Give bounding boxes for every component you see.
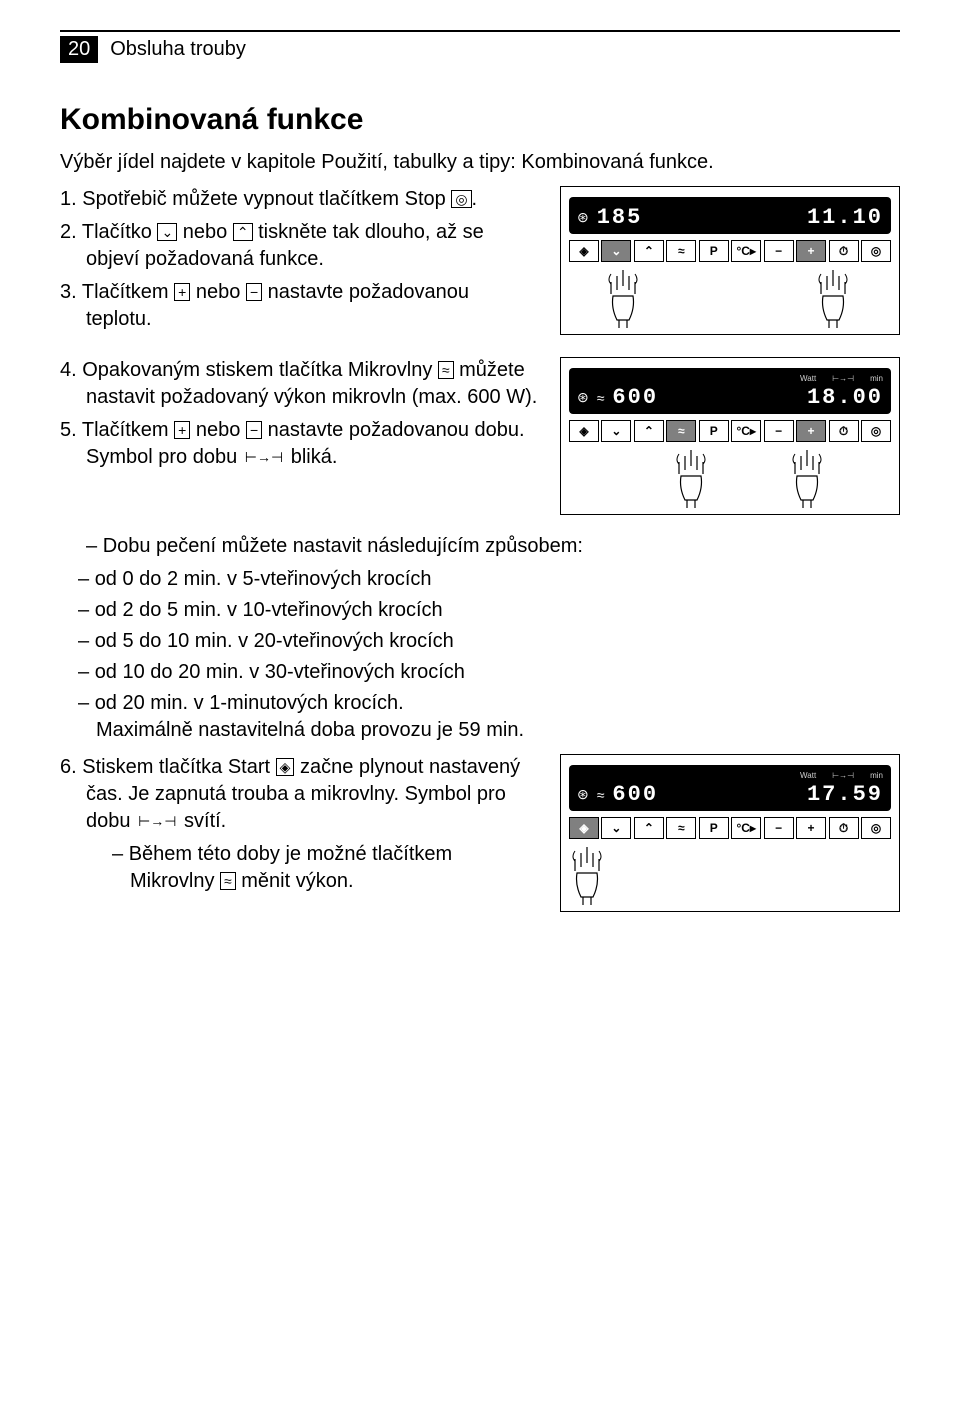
panel-button: + <box>796 420 826 442</box>
hand-icon <box>565 845 609 905</box>
panel-button: °C▸ <box>731 240 761 262</box>
intro-text: Výběr jídel najdete v kapitole Použití, … <box>60 149 900 176</box>
panel-button: ◈ <box>569 420 599 442</box>
panel-button: + <box>796 817 826 839</box>
step-5-sublist: Dobu pečení můžete nastavit následujícím… <box>60 533 900 744</box>
row-steps-1-3: Spotřebič můžete vypnout tlačítkem Stop … <box>60 186 900 339</box>
sub-item-4: od 10 do 20 min. v 30-vteřinových krocíc… <box>78 659 900 686</box>
sub-item-5: od 20 min. v 1-minutových krocích. Maxim… <box>78 690 900 744</box>
panel-button: ⌃ <box>634 240 664 262</box>
panel-button: + <box>796 240 826 262</box>
panel-button: ⏱ <box>829 420 859 442</box>
panel-button: ◈ <box>569 817 599 839</box>
button-row-2: ◈⌄⌃≈P°C▸−+⏱◎ <box>569 420 891 442</box>
plus-icon: + <box>174 283 190 301</box>
display-2: Watt ⊢→⊣ min ⊛ ≈ 600 18.00 <box>569 368 891 414</box>
step-2: Tlačítko ⌄ nebo ⌃ tiskněte tak dlouho, a… <box>60 219 540 273</box>
display-3-left: 600 <box>612 782 658 807</box>
watt-label: Watt <box>800 771 816 780</box>
panel-button: − <box>764 817 794 839</box>
plus-icon: + <box>174 421 190 439</box>
display-2-left: 600 <box>612 385 658 410</box>
page-section-title: Obsluha trouby <box>110 38 246 61</box>
button-row-3: ◈⌄⌃≈P°C▸−+⏱◎ <box>569 817 891 839</box>
step-6-sub: Během této doby je možné tlačítkem Mikro… <box>112 841 540 895</box>
hands-2 <box>569 446 891 508</box>
page-root: 20 Obsluha trouby Kombinovaná funkce Výb… <box>0 0 960 970</box>
sub-item-1: od 0 do 2 min. v 5-vteřinových krocích <box>78 566 900 593</box>
sub-item-2: od 2 do 5 min. v 10-vteřinových krocích <box>78 597 900 624</box>
panel-button: ◈ <box>569 240 599 262</box>
step-4: Opakovaným stiskem tlačítka Mikrovlny ≈ … <box>60 357 540 411</box>
panel-button: − <box>764 420 794 442</box>
display-3-right: 17.59 <box>807 782 883 807</box>
button-row-1: ◈⌄⌃≈P°C▸−+⏱◎ <box>569 240 891 262</box>
duration-icon: ⊢→⊣ <box>832 374 854 383</box>
panel-button: P <box>699 240 729 262</box>
minus-icon: − <box>246 421 262 439</box>
display-1-right: 11.10 <box>807 205 883 230</box>
watt-label: Watt <box>800 374 816 383</box>
up-icon: ⌃ <box>233 223 253 241</box>
panel-button: − <box>764 240 794 262</box>
hands-3 <box>569 843 891 905</box>
sub-intro: Dobu pečení můžete nastavit následujícím… <box>86 533 900 560</box>
duration-icon: ⊢→⊣ <box>832 771 854 780</box>
down-icon: ⌄ <box>157 223 177 241</box>
duration-icon: ⊢→⊣ <box>243 450 285 464</box>
hands-1 <box>569 266 891 328</box>
hand-icon <box>811 268 855 328</box>
panel-button: ⏱ <box>829 817 859 839</box>
control-panel-figure-3: Watt ⊢→⊣ min ⊛ ≈ 600 17.59 <box>560 754 900 912</box>
page-header: 20 Obsluha trouby <box>60 30 900 63</box>
page-number: 20 <box>60 36 98 63</box>
fan-icon: ⊛ <box>577 209 589 226</box>
minus-icon: − <box>246 283 262 301</box>
min-label: min <box>870 374 883 383</box>
microwave-icon: ≈ <box>597 390 605 406</box>
page-title: Kombinovaná funkce <box>60 103 900 137</box>
step-1: Spotřebič můžete vypnout tlačítkem Stop … <box>60 186 540 213</box>
display-1: ⊛ 185 11.10 <box>569 197 891 234</box>
hand-icon <box>785 448 829 508</box>
panel-button: ◎ <box>861 817 891 839</box>
microwave-icon: ≈ <box>597 787 605 803</box>
row-step-6: Stiskem tlačítka Start ◈ začne plynout n… <box>60 754 900 912</box>
step-6: Stiskem tlačítka Start ◈ začne plynout n… <box>60 754 540 895</box>
sub-item-3: od 5 do 10 min. v 20-vteřinových krocích <box>78 628 900 655</box>
panel-button: ⌄ <box>601 240 631 262</box>
control-panel-figure-2: Watt ⊢→⊣ min ⊛ ≈ 600 18.00 <box>560 357 900 515</box>
panel-button: ⌄ <box>601 420 631 442</box>
panel-button: ≈ <box>666 420 696 442</box>
min-label: min <box>870 771 883 780</box>
hand-icon <box>669 448 713 508</box>
step-5: Tlačítkem + nebo − nastavte požadovanou … <box>60 417 540 471</box>
panel-button: ⏱ <box>829 240 859 262</box>
panel-button: ⌄ <box>601 817 631 839</box>
panel-button: P <box>699 420 729 442</box>
panel-button: P <box>699 817 729 839</box>
step-3: Tlačítkem + nebo − nastavte požadovanou … <box>60 279 540 333</box>
display-1-left: 185 <box>597 205 643 230</box>
microwave-icon: ≈ <box>438 361 454 379</box>
panel-button: ⌃ <box>634 817 664 839</box>
fan-icon: ⊛ <box>577 786 589 803</box>
control-panel-figure-1: ⊛ 185 11.10 ◈⌄⌃≈P°C▸−+⏱◎ <box>560 186 900 335</box>
panel-button: ◎ <box>861 420 891 442</box>
panel-button: °C▸ <box>731 817 761 839</box>
display-3: Watt ⊢→⊣ min ⊛ ≈ 600 17.59 <box>569 765 891 811</box>
microwave-icon: ≈ <box>220 872 236 890</box>
display-2-right: 18.00 <box>807 385 883 410</box>
panel-button: ⌃ <box>634 420 664 442</box>
hand-icon <box>601 268 645 328</box>
fan-icon: ⊛ <box>577 389 589 406</box>
start-icon: ◈ <box>276 758 295 776</box>
panel-button: ≈ <box>666 817 696 839</box>
panel-button: ◎ <box>861 240 891 262</box>
row-steps-4-5: Opakovaným stiskem tlačítka Mikrovlny ≈ … <box>60 357 900 515</box>
duration-icon: ⊢→⊣ <box>136 814 178 828</box>
panel-button: °C▸ <box>731 420 761 442</box>
stop-icon: ◎ <box>451 190 471 208</box>
panel-button: ≈ <box>666 240 696 262</box>
